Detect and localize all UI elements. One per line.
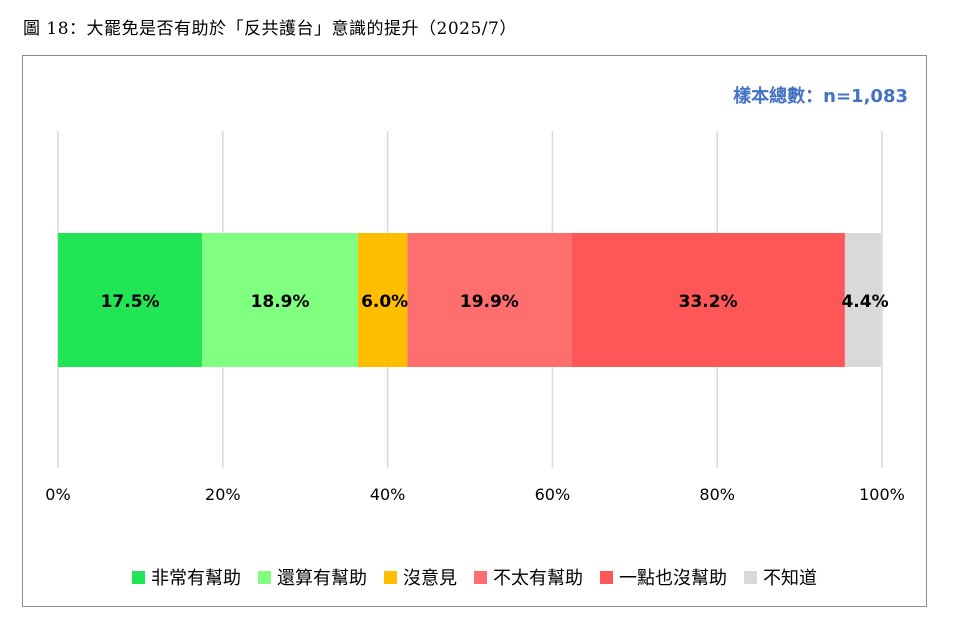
legend-item: 不太有幫助 [474,564,583,590]
data-label: 33.2% [679,292,738,312]
legend-label: 非常有幫助 [151,568,241,589]
data-label: 19.9% [460,292,519,312]
x-tick-label: 20% [205,485,241,504]
bar-segment [58,233,203,367]
legend-item: 還算有幫助 [258,564,367,590]
data-label: 18.9% [251,292,310,312]
x-tick-label: 40% [370,485,406,504]
legend-swatch [132,570,145,584]
legend-swatch [744,570,757,584]
chart-legend: 非常有幫助 還算有幫助 沒意見 不太有幫助 一點也沒幫助 不知道 [23,564,926,590]
legend-label: 不太有幫助 [493,568,583,589]
legend-swatch [258,570,271,584]
legend-swatch [600,570,613,584]
x-tick-label: 0% [45,485,70,504]
bar-segment [202,233,358,367]
legend-label: 沒意見 [403,568,457,589]
bar-segment [407,233,572,367]
data-label: 6.0% [361,292,408,312]
bar-segment [357,233,408,367]
data-label: 17.5% [101,292,160,312]
data-label: 4.4% [841,292,888,312]
x-tick-label: 60% [535,485,571,504]
bar-segment [571,233,845,367]
legend-item: 不知道 [744,564,817,590]
stacked-bar-chart: 0% 20% 40% 60% 80% 100% 17.5% 18.9% 6.0% 19.9% 33.… [45,131,905,504]
x-tick-label: 80% [699,485,735,504]
legend-item: 一點也沒幫助 [600,564,727,590]
legend-swatch [384,570,397,584]
legend-label: 一點也沒幫助 [619,568,727,589]
x-tick-label: 100% [859,485,905,504]
legend-item: 沒意見 [384,564,457,590]
legend-label: 不知道 [763,568,817,589]
legend-label: 還算有幫助 [277,568,367,589]
bar-segment [844,233,882,367]
legend-swatch [474,570,487,584]
chart-frame: 樣本總數：n=1,083 0% 20% 40% 60% 80% 100% 17.5% 18.9… [22,55,927,607]
sample-size-note: 樣本總數：n=1,083 [733,86,908,107]
figure-caption: 圖 18：大罷免是否有助於「反共護台」意識的提升（2025/7） [23,19,517,39]
legend-item: 非常有幫助 [132,564,241,590]
